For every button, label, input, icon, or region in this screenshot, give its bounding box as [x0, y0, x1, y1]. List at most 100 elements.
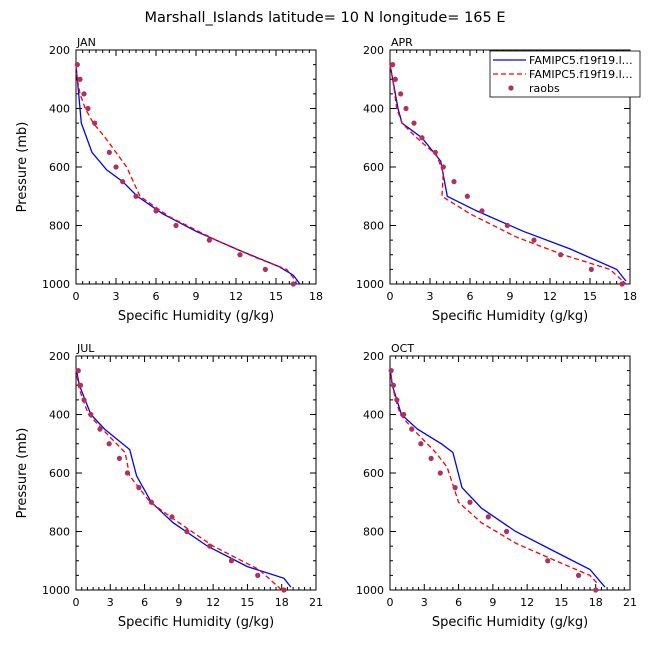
panel-title: JUL	[76, 342, 95, 355]
x-tick-label: 18	[309, 290, 323, 303]
raobs-point	[392, 76, 398, 82]
raobs-point	[106, 149, 112, 155]
raobs-point	[504, 222, 510, 229]
model-1-line	[389, 64, 627, 282]
y-tick-label: 400	[363, 409, 384, 422]
x-tick-label: 18	[623, 290, 637, 303]
y-tick-label: 600	[49, 161, 70, 174]
x-tick-label: 15	[554, 596, 568, 609]
x-tick-label: 6	[153, 290, 160, 303]
model-2-line	[75, 64, 297, 282]
model-1-line	[75, 367, 292, 588]
y-tick-label: 200	[363, 44, 384, 57]
raobs-point	[281, 587, 287, 593]
legend-label: FAMIPC5.f19f19.l…	[529, 68, 633, 81]
figure-title: Marshall_Islands latitude= 10 N longitud…	[144, 10, 505, 26]
raobs-point	[120, 179, 126, 185]
plot-frame	[389, 355, 631, 591]
y-tick-label: 800	[49, 220, 70, 233]
x-tick-label: 12	[206, 596, 220, 609]
x-tick-label: 12	[229, 290, 243, 303]
raobs-point	[207, 543, 213, 549]
raobs-point	[398, 91, 404, 97]
model-2-line	[75, 367, 283, 591]
raobs-point	[85, 105, 91, 112]
raobs-point	[419, 135, 425, 141]
x-tick-label: 0	[73, 596, 80, 609]
raobs-point	[467, 499, 473, 505]
x-tick-label: 9	[175, 596, 182, 609]
x-tick-label: 6	[467, 290, 474, 303]
model-2-line	[389, 64, 627, 285]
x-axis-label: Specific Humidity (g/kg)	[432, 309, 588, 324]
x-tick-label: 21	[623, 596, 637, 609]
raobs-point	[169, 514, 175, 520]
y-axis-label: Pressure (mb)	[15, 122, 30, 213]
raobs-point	[184, 528, 190, 535]
raobs-point	[81, 91, 87, 97]
raobs-point	[74, 62, 80, 68]
raobs-point	[390, 382, 397, 388]
raobs-point	[133, 193, 139, 199]
x-tick-label: 15	[583, 290, 597, 303]
y-tick-label: 600	[49, 467, 70, 480]
raobs-point	[403, 105, 409, 112]
x-tick-label: 0	[387, 596, 394, 609]
y-tick-label: 400	[49, 409, 70, 422]
x-axis-label: Specific Humidity (g/kg)	[118, 615, 274, 630]
raobs-point	[290, 281, 296, 287]
x-tick-label: 9	[193, 290, 200, 303]
raobs-point	[173, 222, 179, 229]
raobs-point	[452, 485, 458, 491]
raobs-point	[479, 208, 485, 214]
raobs-point	[92, 120, 98, 126]
raobs-point	[394, 397, 400, 403]
raobs-point	[88, 411, 94, 418]
raobs-point	[106, 441, 112, 447]
raobs-point	[237, 252, 243, 258]
x-tick-label: 12	[543, 290, 557, 303]
raobs-point	[262, 266, 268, 272]
plot-frame	[75, 49, 317, 285]
y-tick-label: 800	[363, 220, 384, 233]
x-tick-label: 18	[275, 596, 289, 609]
y-tick-label: 200	[363, 350, 384, 363]
x-tick-label: 0	[73, 290, 80, 303]
raobs-point	[75, 368, 81, 374]
y-tick-label: 400	[363, 103, 384, 116]
x-tick-label: 3	[421, 596, 428, 609]
panel-apr: 0 3 6 9 12 15 18 200 400 600 800 1000 APR Specific Hu…	[356, 36, 637, 324]
raobs-point	[255, 572, 261, 578]
raobs-point	[153, 208, 159, 214]
raobs-point	[228, 558, 235, 564]
x-tick-label: 15	[269, 290, 283, 303]
raobs-point	[531, 237, 537, 243]
y-tick-label: 600	[363, 467, 384, 480]
raobs-point	[545, 558, 551, 564]
raobs-point	[437, 470, 443, 476]
legend-box	[489, 50, 641, 98]
model-1-line	[75, 64, 301, 285]
legend-label: raobs	[529, 82, 560, 95]
raobs-point	[503, 528, 510, 535]
raobs-point	[451, 179, 457, 185]
model-2-line	[389, 367, 599, 585]
raobs-point	[593, 587, 599, 593]
raobs-point	[97, 426, 103, 432]
y-axis-label: Pressure (mb)	[15, 428, 30, 519]
raobs-point	[558, 252, 564, 258]
panel-title: JAN	[76, 36, 96, 49]
y-tick-label: 400	[49, 103, 70, 116]
raobs-point	[411, 120, 417, 126]
x-axis-label: Specific Humidity (g/kg)	[118, 309, 274, 324]
raobs-point	[588, 266, 594, 272]
x-tick-label: 3	[113, 290, 120, 303]
y-tick-label: 200	[49, 44, 70, 57]
panel-jul: 0 3 6 9 12 15 18 21 200 400 600 800 1000 JUL Specific …	[15, 342, 323, 630]
x-axis-label: Specific Humidity (g/kg)	[432, 615, 588, 630]
x-tick-label: 12	[520, 596, 534, 609]
y-tick-label: 800	[363, 526, 384, 539]
x-tick-label: 18	[589, 596, 603, 609]
raobs-point	[388, 368, 394, 374]
